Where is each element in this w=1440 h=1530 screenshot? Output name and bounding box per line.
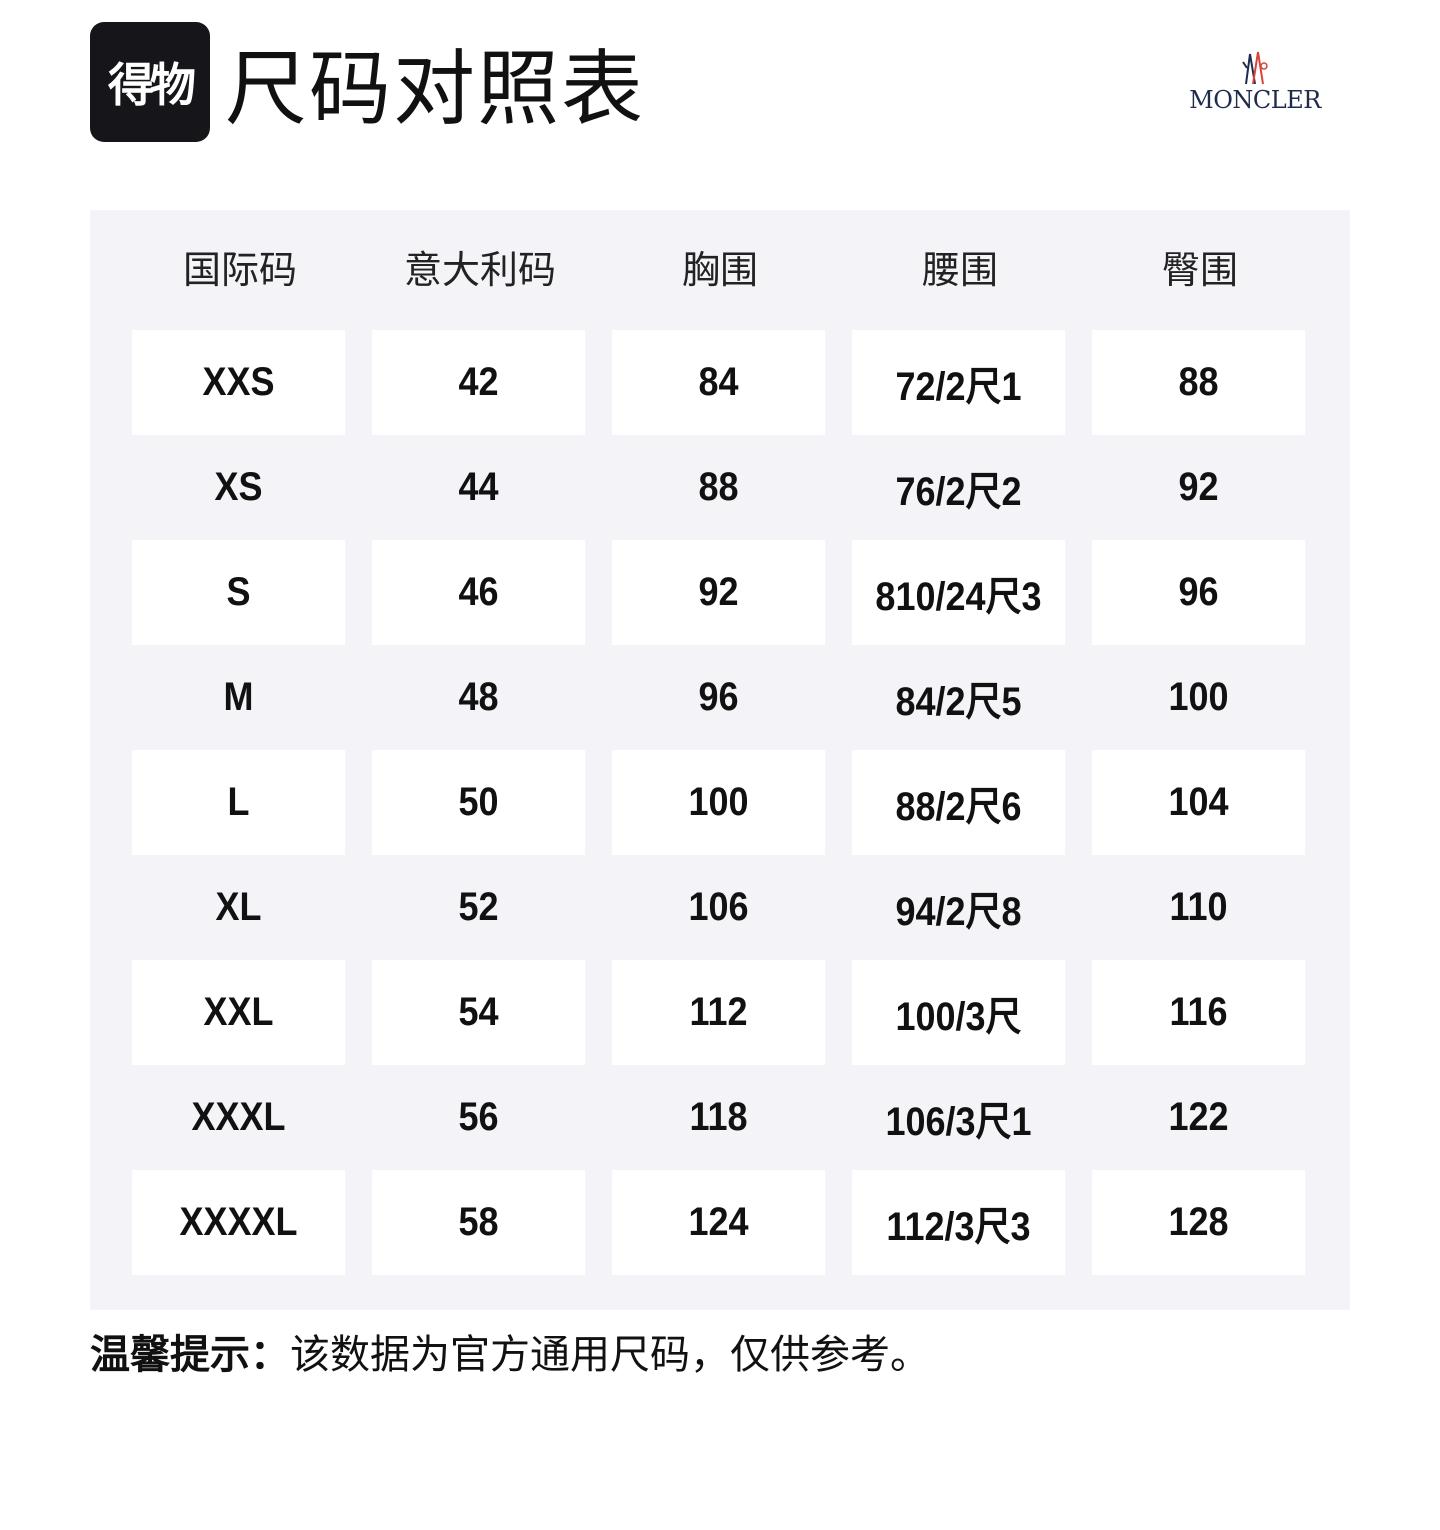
table-cell: 48 — [458, 675, 499, 719]
table-cell: 50 — [371, 750, 586, 855]
table-cell: 810/24尺3 — [851, 540, 1066, 645]
table-cell: 88 — [1091, 330, 1306, 435]
table-cell: 100 — [611, 750, 826, 855]
table-cell: XL — [215, 885, 262, 929]
table-cell: 112/3尺3 — [851, 1170, 1066, 1275]
table-cell: 94/2尺8 — [895, 889, 1022, 934]
page-title: 尺码对照表 — [225, 42, 646, 137]
table-cell: XXXXL — [131, 1170, 346, 1275]
table-cell: 128 — [1091, 1170, 1306, 1275]
col-header: 胸围 — [681, 248, 758, 292]
table-cell: 84/2尺5 — [895, 679, 1022, 724]
table-cell: 58 — [371, 1170, 586, 1275]
table-body: XXS 42 84 72/2尺1 88 XS 44 88 76/2尺2 92 S 46 92 810/24… — [120, 330, 1317, 1275]
table-cell: XXS — [131, 330, 346, 435]
col-header: 意大利码 — [403, 248, 556, 292]
table-cell: 88 — [698, 465, 739, 509]
table-cell: 72/2尺1 — [851, 330, 1066, 435]
table-row: XXXL 56 118 106/3尺1 122 — [120, 1065, 1317, 1170]
table-cell: 118 — [689, 1095, 748, 1139]
table-cell: 112 — [611, 960, 826, 1065]
brand-name: MONCLER — [1189, 86, 1321, 114]
dewu-logo: 得物 — [90, 22, 210, 142]
table-cell: 116 — [1091, 960, 1306, 1065]
table-row: M 48 96 84/2尺5 100 — [120, 645, 1317, 750]
table-cell: XS — [214, 465, 263, 509]
table-cell: 88/2尺6 — [851, 750, 1066, 855]
table-cell: 122 — [1168, 1095, 1229, 1139]
table-cell: 106/3尺1 — [885, 1099, 1032, 1144]
table-cell: 100/3尺 — [851, 960, 1066, 1065]
table-row: XXL 54 112 100/3尺 116 — [120, 960, 1317, 1065]
table-cell: L — [131, 750, 346, 855]
table-cell: 110 — [1169, 885, 1228, 929]
table-row: L 50 100 88/2尺6 104 — [120, 750, 1317, 855]
table-cell: 96 — [698, 675, 739, 719]
table-header: 国际码 意大利码 胸围 腰围 臀围 — [120, 230, 1320, 310]
table-cell: 124 — [611, 1170, 826, 1275]
col-header: 臀围 — [1161, 248, 1238, 292]
table-cell: 92 — [1178, 465, 1219, 509]
table-cell: 76/2尺2 — [895, 469, 1022, 514]
table-cell: M — [223, 675, 254, 719]
table-cell: 42 — [371, 330, 586, 435]
table-cell: 104 — [1091, 750, 1306, 855]
table-cell: 54 — [371, 960, 586, 1065]
table-cell: 84 — [611, 330, 826, 435]
table-row: XS 44 88 76/2尺2 92 — [120, 435, 1317, 540]
size-table: 国际码 意大利码 胸围 腰围 臀围 XXS 42 84 72/2尺1 88 XS 44 88 7… — [90, 210, 1350, 1310]
table-cell: XXL — [131, 960, 346, 1065]
table-row: XXXXL 58 124 112/3尺3 128 — [120, 1170, 1317, 1275]
table-cell: 56 — [458, 1095, 499, 1139]
moncler-emblem-icon — [1242, 51, 1268, 85]
table-row: S 46 92 810/24尺3 96 — [120, 540, 1317, 645]
table-cell: S — [131, 540, 346, 645]
col-header: 国际码 — [182, 248, 297, 292]
note-label: 温馨提示： — [90, 1332, 290, 1378]
table-cell: 100 — [1168, 675, 1229, 719]
note: 温馨提示：该数据为官方通用尺码，仅供参考。 — [90, 1325, 930, 1385]
moncler-logo: MONCLER — [1180, 50, 1330, 114]
table-cell: 44 — [458, 465, 499, 509]
table-cell: 92 — [611, 540, 826, 645]
note-text: 该数据为官方通用尺码，仅供参考。 — [290, 1332, 930, 1378]
table-cell: 96 — [1091, 540, 1306, 645]
table-row: XXS 42 84 72/2尺1 88 — [120, 330, 1317, 435]
table-cell: 52 — [458, 885, 499, 929]
table-cell: 46 — [371, 540, 586, 645]
table-row: XL 52 106 94/2尺8 110 — [120, 855, 1317, 960]
table-cell: XXXL — [191, 1095, 286, 1139]
table-cell: 106 — [688, 885, 749, 929]
col-header: 腰围 — [921, 248, 998, 292]
